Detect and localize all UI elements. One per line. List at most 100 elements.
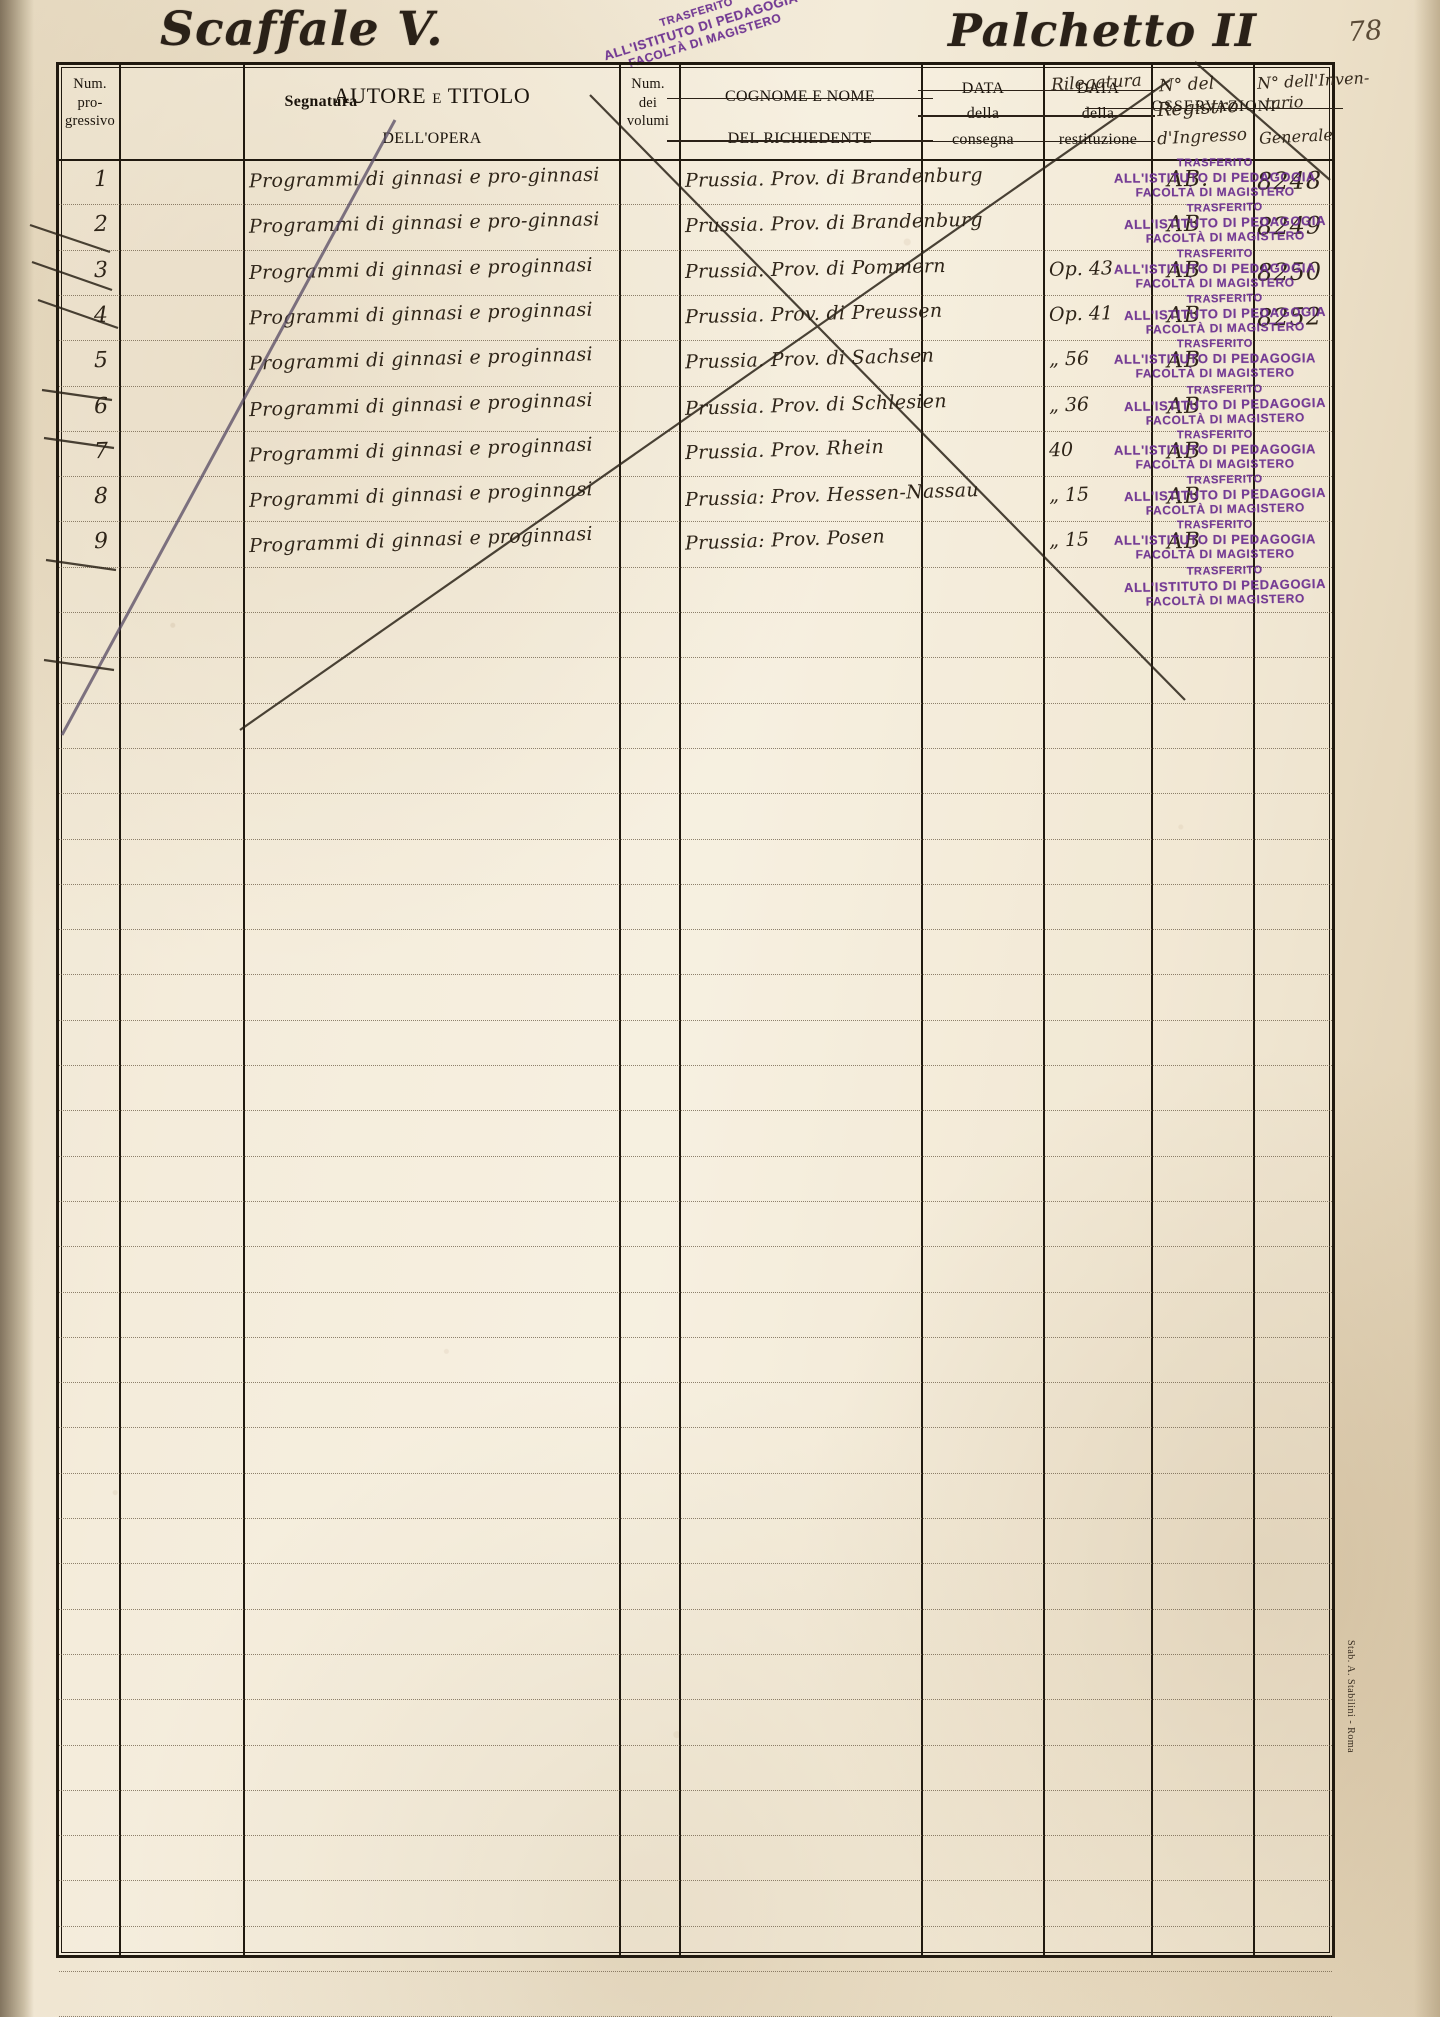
bay-label: Palchetto II: [948, 4, 1257, 57]
transfer-stamp: TRASFERITO ALL'ISTITUTO DI PEDAGOGIA FACOL…: [1114, 156, 1316, 200]
row-rule: [59, 657, 1332, 659]
stamp-line-3: FACOLTÀ DI MAGISTERO: [1135, 184, 1295, 200]
row-rule: [59, 1653, 1332, 1655]
hdr-consegna-data: DATA: [918, 79, 1048, 99]
row-rule: [59, 1336, 1332, 1338]
hdr-hand-inventario-2: tario: [1264, 92, 1304, 113]
row-rule: [59, 1563, 1332, 1565]
col-rule-3: [619, 65, 621, 1955]
hdr-consegna-della: della: [918, 104, 1048, 124]
hdr-autore-row: AUTORE E TITOLO: [247, 82, 617, 110]
col-rule-5: [921, 65, 923, 1955]
cell-data-restituzione: Op. 41: [1048, 302, 1114, 326]
row-rule: [59, 1699, 1332, 1701]
col-rule-1: [119, 65, 121, 1955]
stamp-line-3: FACOLTÀ DI MAGISTERO: [1135, 275, 1295, 291]
stamp-line-1: TRASFERITO: [1176, 247, 1253, 260]
col-rule-6: [1043, 65, 1045, 1955]
row-rule: [59, 612, 1332, 613]
row-rule: [59, 1427, 1332, 1429]
cell-num-progressivo: 9: [93, 529, 109, 555]
hdr-del-richiedente: DEL RICHIEDENTE: [666, 129, 934, 149]
row-rule: [59, 1291, 1332, 1293]
row-rule: [59, 1835, 1332, 1837]
stamp-line-3: FACOLTÀ DI MAGISTERO: [1135, 365, 1295, 382]
hdr-titolo: TITOLO: [447, 83, 531, 108]
row-rule: [59, 1155, 1332, 1157]
hdr-num-line2: pro-: [77, 94, 103, 111]
cell-num-progressivo: 7: [93, 438, 109, 465]
row-rule: [59, 1971, 1332, 1972]
transfer-stamp: TRASFERITO ALL'ISTITUTO DI PEDAGOGIA FACOL…: [1124, 381, 1327, 428]
header-volumi: Num. dei volumi: [615, 75, 681, 131]
row-rule: [59, 702, 1332, 704]
hdr-consegna-consegna: consegna: [918, 130, 1048, 150]
row-rule: [59, 1789, 1332, 1791]
row-rule: [59, 838, 1332, 840]
transfer-stamp: TRASFERITO ALL'ISTITUTO DI PEDAGOGIA FACOL…: [1124, 291, 1327, 338]
transfer-stamp: TRASFERITO ALL'ISTITUTO DI PEDAGOGIA FACOL…: [1124, 472, 1327, 519]
row-rule: [59, 883, 1332, 885]
col-rule-2: [243, 65, 245, 1955]
row-rule: [59, 1880, 1332, 1882]
transfer-stamp: TRASFERITO ALL'ISTITUTO DI PEDAGOGIA FACOL…: [1124, 563, 1327, 610]
stamp-line-2: ALL'ISTITUTO DI PEDAGOGIA: [1113, 441, 1317, 458]
cell-num-progressivo: 3: [93, 257, 109, 283]
row-rule: [59, 929, 1332, 931]
hdr-num-line3: gressivo: [65, 113, 115, 130]
hdr-hand-registro-2: Registro: [1156, 94, 1240, 122]
row-rule: [59, 1518, 1332, 1519]
hdr-num-line1: Num.: [73, 76, 107, 92]
stamp-line-3: FACOLTÀ DI MAGISTERO: [1135, 547, 1295, 563]
shelf-label: Scaffale V.: [160, 2, 444, 57]
col-rule-7: [1151, 65, 1153, 1955]
cell-data-restituzione: „ 56: [1048, 347, 1090, 371]
transfer-stamp: TRASFERITO ALL'ISTITUTO DI PEDAGOGIA FACOL…: [1114, 428, 1316, 472]
row-rule: [59, 974, 1332, 976]
cell-data-restituzione: Op. 43: [1048, 256, 1114, 281]
col-rule-4: [679, 65, 681, 1955]
stamp-line-2: ALL'ISTITUTO DI PEDAGOGIA: [1113, 259, 1317, 277]
header-autore-titolo: AUTORE E TITOLO DELL'OPERA: [247, 82, 617, 150]
stamp-line-3: FACOLTÀ DI MAGISTERO: [1135, 456, 1295, 472]
header-data-consegna: DATA della consegna: [918, 79, 1048, 150]
cell-data-restituzione: „ 36: [1048, 392, 1090, 417]
cell-num-progressivo: 4: [93, 302, 109, 329]
printer-imprint: Stab. A. Stabilini - Roma: [1345, 1640, 1356, 1754]
row-rule: [59, 1246, 1332, 1248]
transfer-stamp: TRASFERITO ALL'ISTITUTO DI PEDAGOGIA FACOL…: [1114, 337, 1316, 381]
row-rule: [59, 1382, 1332, 1384]
header-richiedente: COGNOME E NOME DEL RICHIEDENTE: [666, 87, 934, 150]
hdr-rest-restituzione: restituzione: [1040, 130, 1156, 150]
page-right-edge: [1414, 0, 1440, 2017]
hdr-hand-inventario-3: Generale: [1258, 125, 1334, 148]
row-rule: [59, 1200, 1332, 1202]
row-rule: [59, 793, 1332, 795]
cell-num-progressivo: 1: [93, 166, 109, 193]
row-rule: [59, 1110, 1332, 1112]
transfer-stamp: TRASFERITO ALL'ISTITUTO DI PEDAGOGIA FACOL…: [1114, 247, 1316, 291]
col-rule-8: [1253, 65, 1255, 1955]
stamp-line-2: ALL'ISTITUTO DI PEDAGOGIA: [1113, 169, 1317, 186]
transfer-stamp: TRASFERITO ALL'ISTITUTO DI PEDAGOGIA FACOL…: [1124, 200, 1327, 247]
row-rule: [59, 1744, 1332, 1746]
row-rule: [59, 1925, 1332, 1927]
cell-data-restituzione: 40: [1048, 438, 1074, 462]
binding-edge: [0, 0, 34, 2017]
cell-data-restituzione: „ 15: [1048, 528, 1090, 553]
hdr-volumi-line3: volumi: [626, 113, 670, 130]
hdr-volumi-line2: dei: [638, 94, 658, 111]
row-rule: [59, 1019, 1332, 1021]
hdr-hand-registro-1: N° del: [1158, 73, 1215, 97]
folio-number: 78: [1346, 14, 1384, 49]
hdr-dellopera: DELL'OPERA: [382, 130, 482, 148]
table-inner-border: [61, 67, 1330, 1953]
cell-num-progressivo: 2: [93, 212, 109, 238]
transfer-stamp: TRASFERITO ALL'ISTITUTO DI PEDAGOGIA FACOL…: [1114, 519, 1316, 563]
cell-num-progressivo: 6: [93, 393, 109, 419]
header-num-progressivo: Num. pro- gressivo: [63, 75, 117, 131]
hdr-autore: AUTORE: [333, 83, 427, 108]
hdr-volumi-line1: Num.: [631, 76, 665, 92]
cell-data-restituzione: „ 15: [1048, 483, 1090, 507]
row-rule: [59, 1065, 1332, 1066]
